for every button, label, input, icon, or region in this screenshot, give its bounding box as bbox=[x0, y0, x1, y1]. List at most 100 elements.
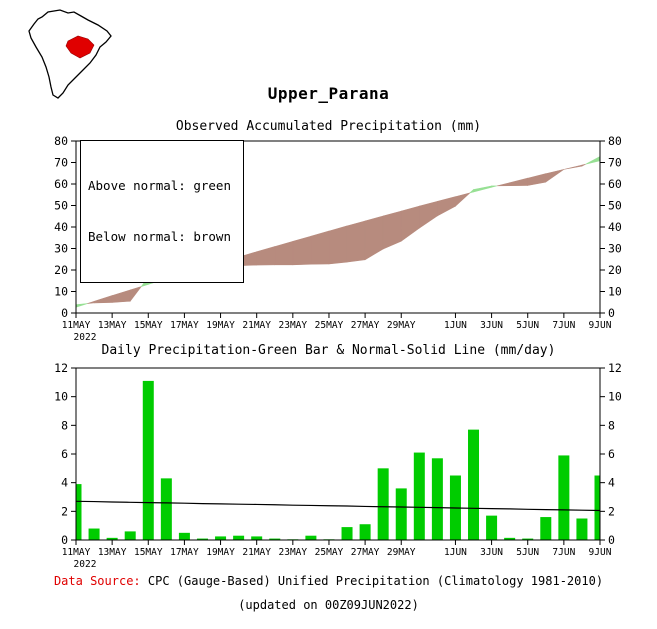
precip-bar bbox=[594, 475, 600, 540]
y-axis-label-left: 80 bbox=[54, 134, 68, 148]
year-label: 2022 bbox=[74, 332, 97, 343]
band-segment bbox=[292, 235, 312, 266]
band-segment bbox=[87, 300, 95, 304]
x-axis-label: 15MAY bbox=[134, 547, 163, 558]
precip-bar bbox=[395, 488, 407, 540]
precip-bar bbox=[522, 538, 534, 540]
precip-bar bbox=[160, 478, 172, 540]
x-axis-label: 25MAY bbox=[315, 320, 344, 331]
y-axis-label-right: 60 bbox=[608, 177, 622, 191]
precip-bar bbox=[341, 527, 353, 540]
x-axis-label: 3JUN bbox=[480, 320, 503, 331]
x-axis-label: 21MAY bbox=[242, 320, 271, 331]
precip-bar bbox=[468, 429, 480, 540]
x-axis-label: 13MAY bbox=[98, 320, 127, 331]
band-segment bbox=[509, 177, 529, 187]
data-source-label: Data Source: bbox=[53, 574, 141, 588]
x-axis-label: 23MAY bbox=[279, 547, 308, 558]
precip-bar bbox=[76, 484, 82, 540]
x-axis-label: 15MAY bbox=[134, 320, 163, 331]
x-axis-label: 27MAY bbox=[351, 320, 380, 331]
x-axis-label: 25MAY bbox=[315, 547, 344, 558]
band-segment bbox=[328, 225, 348, 265]
y-axis-label-left: 10 bbox=[54, 390, 68, 404]
legend-box: Above normal: green Below normal: brown bbox=[80, 140, 244, 283]
x-axis-label: 9JUN bbox=[589, 547, 612, 558]
data-source-line: Data Source: CPC (Gauge-Based) Unified P… bbox=[0, 574, 657, 588]
x-axis-label: 17MAY bbox=[170, 547, 199, 558]
y-axis-label-right: 80 bbox=[608, 134, 622, 148]
band-segment bbox=[469, 188, 474, 194]
legend-below-normal: Below normal: brown bbox=[88, 229, 231, 244]
y-axis-label-left: 60 bbox=[54, 177, 68, 191]
precip-bar bbox=[305, 535, 317, 540]
south-america-map bbox=[28, 9, 112, 99]
x-axis-label: 5JUN bbox=[516, 547, 539, 558]
y-axis-label-right: 8 bbox=[608, 418, 615, 432]
band-segment bbox=[455, 192, 471, 207]
highlighted-region-upper-parana bbox=[65, 35, 95, 59]
precip-bar bbox=[124, 531, 136, 540]
precip-bar bbox=[251, 536, 263, 540]
x-axis-label: 5JUN bbox=[516, 320, 539, 331]
band-segment bbox=[581, 163, 586, 167]
continent-outline bbox=[28, 9, 112, 99]
y-axis-label-left: 6 bbox=[61, 447, 68, 461]
precip-bar bbox=[486, 515, 498, 540]
daily-chart-title: Daily Precipitation-Green Bar & Normal-S… bbox=[101, 343, 556, 358]
precip-bar bbox=[142, 380, 154, 540]
x-axis-label: 29MAY bbox=[387, 320, 416, 331]
band-segment bbox=[364, 215, 384, 261]
y-axis-label-right: 50 bbox=[608, 199, 622, 213]
band-segment bbox=[310, 230, 330, 265]
precip-bar bbox=[576, 518, 588, 540]
band-segment bbox=[111, 289, 131, 303]
y-axis-label-right: 12 bbox=[608, 361, 622, 375]
y-axis-label-left: 0 bbox=[61, 306, 68, 320]
x-axis-label: 7JUN bbox=[552, 320, 575, 331]
band-segment bbox=[346, 220, 366, 263]
x-axis-label: 21MAY bbox=[242, 547, 271, 558]
y-axis-label-left: 0 bbox=[61, 533, 68, 547]
precip-bar bbox=[106, 537, 118, 540]
y-axis-label-right: 2 bbox=[608, 504, 615, 518]
precip-bar bbox=[196, 538, 208, 540]
band-segment bbox=[75, 303, 88, 308]
band-segment bbox=[563, 164, 583, 170]
x-axis-label: 1JUN bbox=[444, 320, 467, 331]
x-axis-label: 13MAY bbox=[98, 547, 127, 558]
y-axis-label-left: 4 bbox=[61, 476, 68, 490]
band-segment bbox=[400, 205, 420, 242]
x-axis-label: 11MAY bbox=[62, 320, 91, 331]
updated-text: (updated on 00Z09JUN2022) bbox=[238, 598, 419, 612]
precip-bar bbox=[178, 532, 190, 540]
legend-above-normal: Above normal: green bbox=[88, 178, 231, 193]
precip-bar bbox=[215, 536, 227, 540]
band-segment bbox=[491, 185, 498, 188]
x-axis-label: 19MAY bbox=[206, 320, 235, 331]
x-axis-label: 29MAY bbox=[387, 547, 416, 558]
precip-bar bbox=[540, 517, 552, 540]
x-axis-label: 27MAY bbox=[351, 547, 380, 558]
precip-bar bbox=[88, 528, 100, 540]
band-segment bbox=[256, 246, 276, 266]
accumulated-chart-title: Observed Accumulated Precipitation (mm) bbox=[175, 119, 482, 134]
x-axis-label: 1JUN bbox=[444, 547, 467, 558]
x-axis-label: 9JUN bbox=[589, 320, 612, 331]
precip-bar bbox=[233, 535, 245, 540]
band-segment bbox=[93, 295, 113, 304]
y-axis-label-right: 20 bbox=[608, 263, 622, 277]
band-segment bbox=[473, 185, 492, 193]
y-axis-label-right: 10 bbox=[608, 390, 622, 404]
y-axis-label-left: 20 bbox=[54, 263, 68, 277]
precip-bar bbox=[377, 468, 389, 540]
precip-bar bbox=[558, 455, 570, 540]
band-segment bbox=[545, 169, 565, 183]
y-axis-label-left: 70 bbox=[54, 156, 68, 170]
band-segment bbox=[527, 173, 547, 186]
band-segment bbox=[585, 155, 601, 165]
band-segment bbox=[419, 201, 438, 229]
normal-line bbox=[75, 500, 601, 512]
daily-precipitation-chart: 0 0 2 2 4 4 6 6 8 8 10 10 12 12 11MAY 13MAY 15MAY 17MAY 19… bbox=[54, 361, 622, 568]
